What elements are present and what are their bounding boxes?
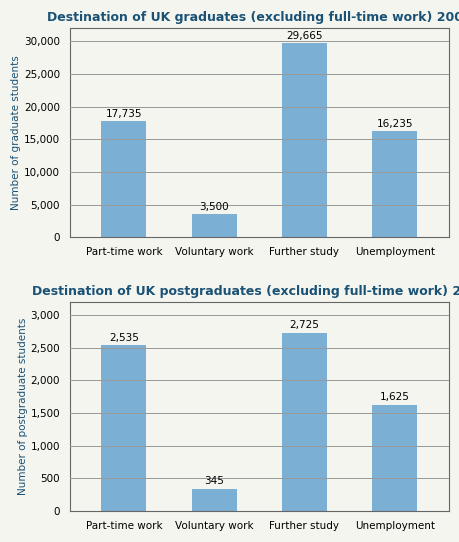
Bar [281, 333, 326, 511]
Bar [191, 215, 236, 237]
Text: 3,500: 3,500 [199, 202, 229, 212]
Text: 1,625: 1,625 [379, 392, 409, 402]
Text: 2,725: 2,725 [289, 320, 319, 331]
Y-axis label: Number of graduate students: Number of graduate students [11, 55, 21, 210]
Bar [101, 345, 146, 511]
Title: Destination of UK postgraduates (excluding full-time work) 2008: Destination of UK postgraduates (excludi… [32, 285, 459, 298]
Text: 16,235: 16,235 [375, 119, 412, 128]
Text: 345: 345 [204, 476, 224, 486]
Y-axis label: Number of postgraduate students: Number of postgraduate students [17, 318, 28, 495]
Bar [371, 405, 416, 511]
Text: 2,535: 2,535 [109, 333, 139, 343]
Bar [281, 43, 326, 237]
Bar [101, 121, 146, 237]
Bar [191, 488, 236, 511]
Text: 29,665: 29,665 [285, 31, 322, 41]
Bar [371, 131, 416, 237]
Text: 17,735: 17,735 [106, 109, 142, 119]
Title: Destination of UK graduates (excluding full-time work) 2008: Destination of UK graduates (excluding f… [47, 11, 459, 24]
